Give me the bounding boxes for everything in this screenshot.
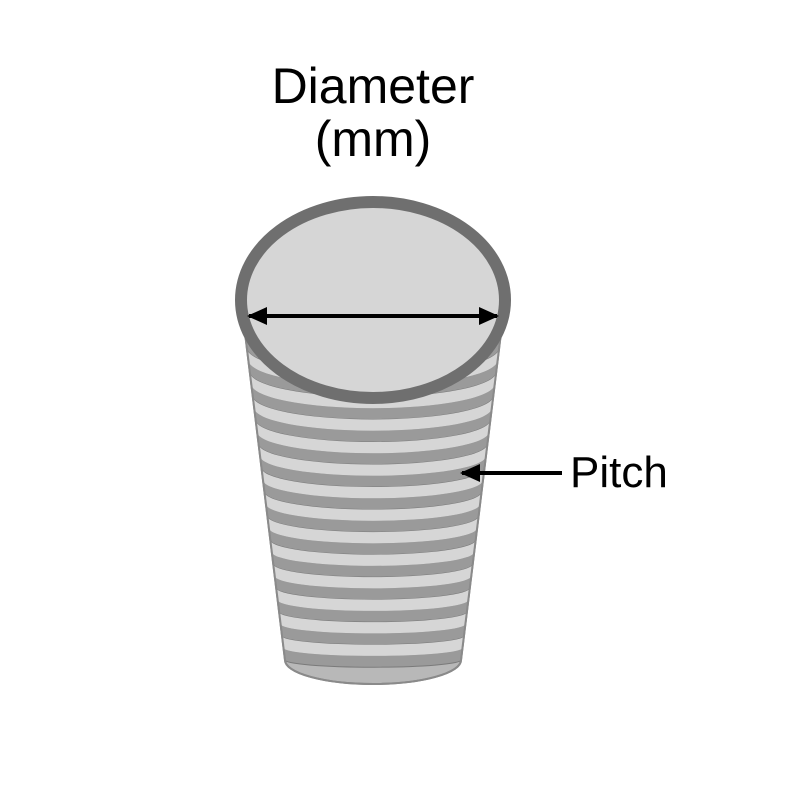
diameter-label-line2: (mm) — [0, 113, 746, 166]
diagram-stage: Diameter (mm) Pitch — [0, 0, 792, 792]
diameter-label: Diameter (mm) — [0, 60, 746, 165]
cylinder-top-face — [241, 202, 505, 398]
diameter-label-line1: Diameter — [0, 60, 746, 113]
pitch-label: Pitch — [570, 450, 668, 496]
